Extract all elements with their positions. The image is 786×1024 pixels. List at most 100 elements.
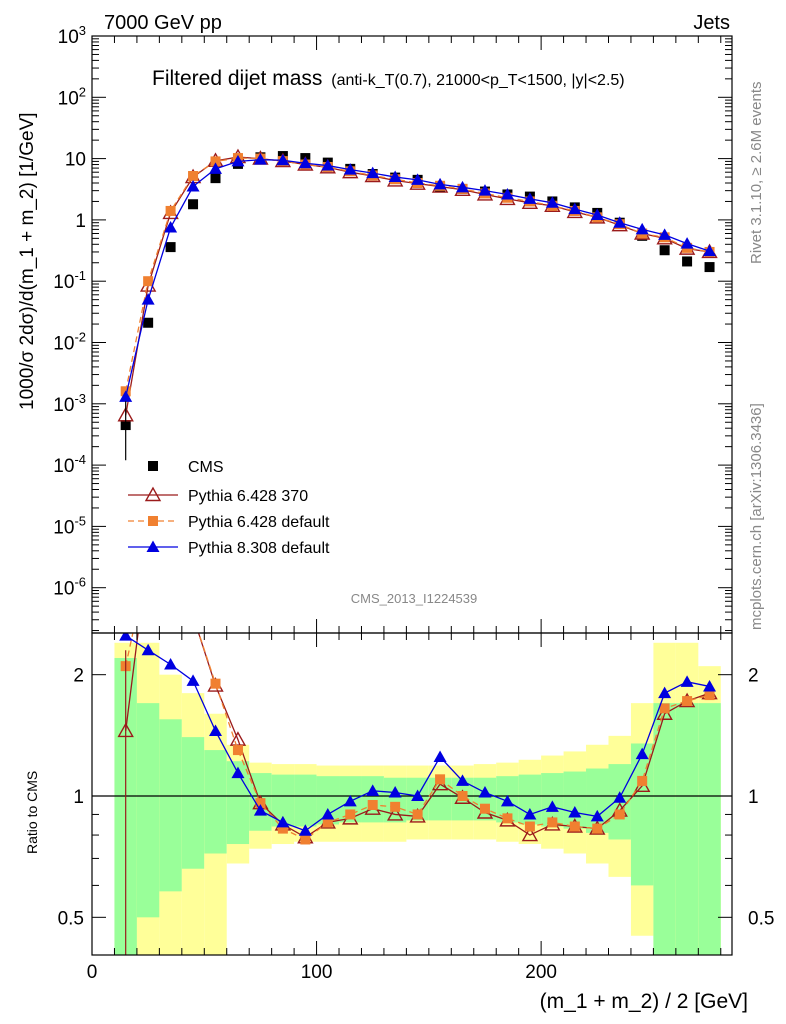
ratio-point-pythia-6-428-default xyxy=(435,774,446,785)
ratio-y-tick-label-right: 0.5 xyxy=(748,908,774,929)
main-point-pythia-8-308-default xyxy=(500,187,514,200)
ratio-point-pythia-8-308-default xyxy=(276,815,290,828)
ratio-point-pythia-8-308-default xyxy=(680,675,694,687)
ratio-band-green xyxy=(204,750,227,854)
ratio-point-pythia-8-308-default xyxy=(343,794,357,807)
ratio-y-tick-label-right: 2 xyxy=(748,666,759,687)
main-y-tick-label: 10-1 xyxy=(53,268,86,293)
x-tick-label: 100 xyxy=(301,962,333,983)
ratio-point-pythia-6-428-default xyxy=(255,798,266,809)
ratio-band-green xyxy=(383,777,407,823)
main-point-pythia-8-308-default xyxy=(209,162,223,174)
chart-title: Filtered dijet mass (anti-k_T(0.7), 2100… xyxy=(152,67,625,90)
ratio-point-pythia-6-428-default xyxy=(479,803,490,814)
ratio-point-pythia-6-428-default xyxy=(367,799,378,810)
main-point-cms xyxy=(659,245,670,256)
main-point-pythia-8-308-default xyxy=(545,196,559,208)
main-point-pythia-8-308-default xyxy=(298,156,312,169)
ratio-point-pythia-6-428-default xyxy=(322,817,333,828)
main-y-tick-label: 10-3 xyxy=(53,391,86,416)
ratio-point-pythia-6-428-default xyxy=(592,823,603,834)
ratio-band-green xyxy=(316,776,340,825)
main-y-tick-label: 10-6 xyxy=(53,575,86,600)
ratio-point-pythia-8-308-default xyxy=(545,800,559,812)
ratio-band-green xyxy=(271,774,295,827)
ratio-band-green xyxy=(473,777,497,821)
main-point-pythia-8-308-default xyxy=(164,221,178,233)
ratio-y-axis-label: Ratio to CMS xyxy=(24,771,40,854)
ratio-band-green xyxy=(698,703,721,955)
main-point-pythia-6-428-default xyxy=(143,276,154,287)
legend-marker-pythia-6-428-default xyxy=(148,516,158,526)
main-point-pythia-8-308-default xyxy=(478,184,492,196)
ratio-point-pythia-8-308-default xyxy=(321,807,335,820)
ratio-point-pythia-8-308-default xyxy=(411,789,425,801)
chart-title-suffix: (anti-k_T(0.7), 21000<p_T<1500, |y|<2.5) xyxy=(331,72,624,89)
ratio-point-pythia-8-308-default xyxy=(456,774,470,786)
ratio-point-pythia-6-428-default xyxy=(524,821,535,832)
ratio-point-pythia-8-308-default xyxy=(366,784,380,796)
ratio-point-pythia-6-428-default xyxy=(412,809,423,820)
ratio-y-tick-label-right: 1 xyxy=(748,787,759,808)
ratio-band-green xyxy=(294,774,317,827)
ratio-point-pythia-8-308-default xyxy=(500,794,514,807)
main-point-cms xyxy=(143,317,154,328)
main-line-pythia-8-308-default xyxy=(125,159,710,397)
ratio-point-pythia-6-428-default xyxy=(390,801,401,812)
main-y-tick-label: 10-2 xyxy=(53,330,86,355)
ratio-band-green xyxy=(541,773,564,827)
main-y-tick-label: 103 xyxy=(58,23,86,48)
ratio-point-pythia-6-428-default xyxy=(345,809,356,820)
ratio-point-pythia-6-428-default xyxy=(659,703,670,714)
ratio-point-pythia-8-308-default xyxy=(523,807,537,820)
ratio-y-tick-label-left: 0.5 xyxy=(58,908,84,929)
rivet-label: Rivet 3.1.10, ≥ 2.6M events xyxy=(748,82,765,265)
ratio-point-pythia-6-428-370 xyxy=(164,565,178,578)
ratio-point-pythia-6-428-370 xyxy=(386,806,404,821)
ratio-point-pythia-6-428-default xyxy=(637,775,648,786)
main-point-pythia-8-308-default xyxy=(321,159,335,171)
main-point-pythia-6-428-default xyxy=(165,205,176,216)
ratio-point-pythia-6-428-default xyxy=(143,557,153,567)
ratio-point-pythia-6-428-default xyxy=(569,821,580,832)
main-y-tick-label: 10-4 xyxy=(53,452,86,477)
main-y-tick-label: 10 xyxy=(65,150,86,171)
main-point-pythia-8-308-default xyxy=(635,222,649,235)
watermark: CMS_2013_I1224539 xyxy=(351,591,478,606)
x-axis-label: (m_1 + m_2) / 2 [GeV] xyxy=(540,990,748,1013)
ratio-y-tick-label-left: 2 xyxy=(73,666,84,687)
legend-label: Pythia 8.308 default xyxy=(188,540,330,557)
legend-marker-pythia-8-308-default xyxy=(146,540,160,552)
ratio-point-pythia-6-428-default xyxy=(166,572,176,582)
main-point-pythia-8-308-default xyxy=(141,293,155,305)
main-point-cms xyxy=(704,262,715,273)
ratio-point-pythia-8-308-default xyxy=(433,750,447,762)
ratio-point-pythia-8-308-default xyxy=(141,643,155,656)
ratio-point-pythia-8-308-default xyxy=(186,674,200,686)
ratio-frame xyxy=(91,632,733,956)
main-point-pythia-8-308-default xyxy=(703,244,717,257)
main-line-pythia-6-428-370 xyxy=(125,156,710,416)
header-right: Jets xyxy=(693,12,730,34)
legend-label: CMS xyxy=(188,459,224,476)
ratio-band-green xyxy=(181,737,205,869)
ratio-point-pythia-6-428-default xyxy=(682,696,693,707)
main-point-pythia-8-308-default xyxy=(276,153,290,166)
main-point-pythia-8-308-default xyxy=(119,390,133,402)
main-point-cms xyxy=(682,256,693,267)
arxiv-label: mcplots.cern.ch [arXiv:1306.3436] xyxy=(748,403,765,630)
ratio-band-green xyxy=(159,719,182,892)
main-point-pythia-8-308-default xyxy=(680,237,694,249)
main-point-pythia-8-308-default xyxy=(343,163,357,175)
x-tick-label: 200 xyxy=(525,962,557,983)
main-point-pythia-8-308-default xyxy=(523,192,537,204)
ratio-point-pythia-8-308-default xyxy=(613,791,627,803)
ratio-point-pythia-6-428-default xyxy=(614,809,625,820)
main-point-pythia-8-308-default xyxy=(231,154,245,167)
ratio-point-pythia-6-428-370 xyxy=(521,826,539,842)
ratio-point-pythia-8-308-default xyxy=(298,824,312,836)
main-point-pythia-8-308-default xyxy=(456,180,470,193)
ratio-point-pythia-8-308-default xyxy=(231,766,245,779)
main-point-cms xyxy=(210,173,221,184)
